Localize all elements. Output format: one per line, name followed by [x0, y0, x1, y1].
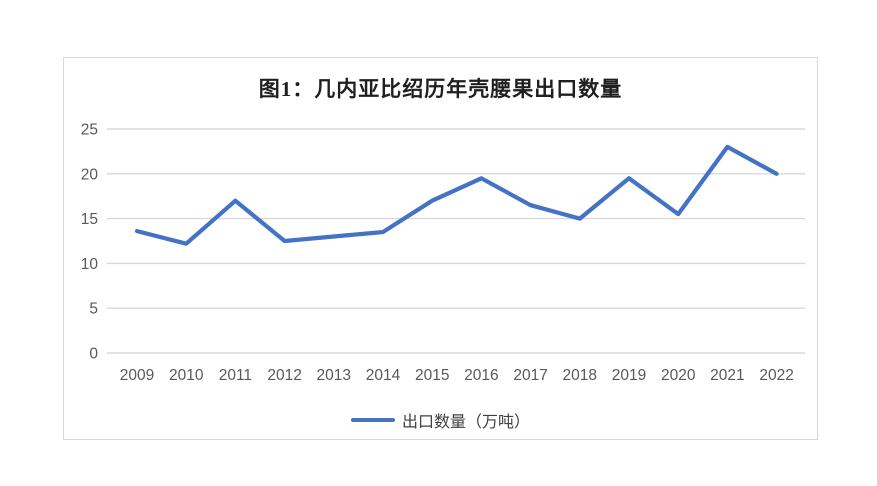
x-tick-label-2012: 2012	[267, 367, 301, 384]
x-tick-label-2019: 2019	[612, 367, 646, 384]
x-tick-label-2014: 2014	[366, 367, 401, 384]
x-tick-label-2011: 2011	[219, 367, 252, 384]
x-tick-label-2016: 2016	[464, 367, 498, 384]
x-tick-label-2009: 2009	[120, 367, 154, 384]
x-tick-label-2020: 2020	[661, 367, 696, 384]
legend: 出口数量（万吨）	[64, 408, 817, 432]
x-tick-label-2021: 2021	[710, 367, 744, 384]
x-tick-label-2017: 2017	[513, 367, 547, 384]
y-tick-label-20: 20	[81, 166, 99, 183]
chart-title: 图1：几内亚比绍历年壳腰果出口数量	[258, 77, 623, 101]
line-plot-area: 0 5 10 15 20 25 2009 2010 2011 2012 2013 2014 2015 20…	[81, 122, 805, 384]
y-tick-label-25: 25	[81, 122, 98, 139]
legend-line-marker	[350, 417, 395, 423]
y-tick-label-5: 5	[89, 301, 98, 318]
series-line-0	[134, 144, 779, 246]
y-tick-label-15: 15	[81, 211, 98, 228]
x-tick-label-2013: 2013	[317, 367, 351, 384]
y-tick-label-0: 0	[89, 346, 98, 363]
x-tick-label-2018: 2018	[563, 367, 597, 384]
x-tick-label-2022: 2022	[759, 367, 793, 384]
y-tick-label-10: 10	[81, 256, 99, 273]
legend-label: 出口数量（万吨）	[401, 414, 530, 431]
cashew-export-chart: 图1：几内亚比绍历年壳腰果出口数量 0 5 10 15 20 25 2009 2010 2011…	[63, 57, 818, 440]
x-tick-label-2015: 2015	[415, 367, 449, 384]
x-tick-label-2010: 2010	[169, 367, 204, 384]
